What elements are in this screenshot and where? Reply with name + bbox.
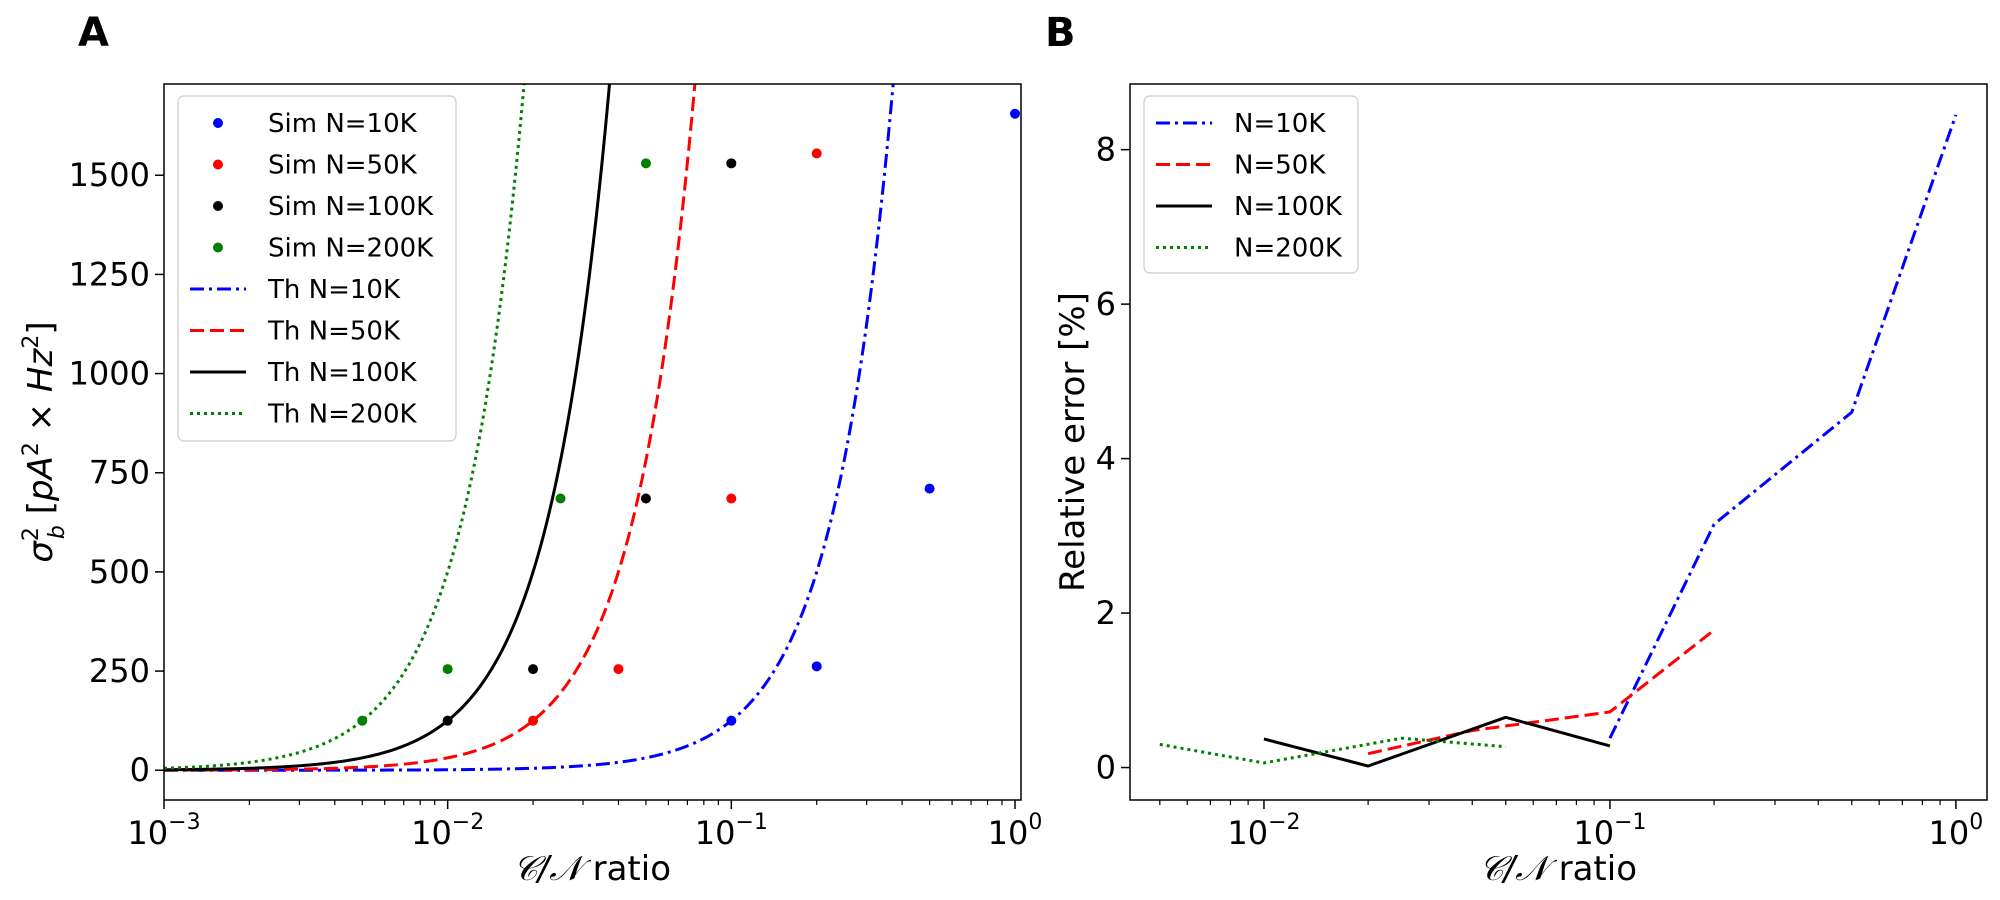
panel-a-x-tick-label: 10−3 [127, 810, 200, 852]
panel-b-legend-entry-n-50k-label: N=50K [1234, 151, 1326, 181]
panel-b-legend-entry-n-200k: N=200K [1156, 234, 1343, 264]
panel-a-legend-box [177, 95, 457, 442]
panel-b-legend-entry-n-100k: N=100K [1156, 192, 1343, 222]
panel-b-y-tick-label: 0 [1096, 749, 1116, 787]
panel-a-y-tick-label: 250 [89, 652, 150, 690]
panel-a-series-sim-n-200k-point [640, 158, 651, 169]
panel-a-legend: Sim N=10K Sim N=50K Sim N=100K Sim N=200K Th… [177, 95, 457, 442]
panel-b-plot-area [1159, 114, 1958, 768]
panel-b-x-tick-label: 100 [1929, 810, 1984, 852]
panel-b-y-tick-label: 8 [1096, 131, 1116, 169]
panel-b-legend-entry-n-10k-label: N=10K [1234, 109, 1326, 139]
panel-a-legend-entry-sim-n-10k-marker [213, 118, 223, 128]
panel-a-series-sim-n-100k-point [640, 493, 651, 504]
panel-a-legend-entry-sim-n-200k: Sim N=200K [213, 234, 434, 264]
panel-a-legend-entry-sim-n-10k-label: Sim N=10K [268, 109, 418, 139]
panel-a-y-tick-label: 1000 [69, 355, 150, 393]
panel-a-series-th-n-50k-line [164, 84, 697, 772]
panel-a-y-tick-label: 750 [89, 454, 150, 492]
panel-a-legend-entry-sim-n-200k-marker [213, 242, 223, 253]
panel-a-legend-entry-th-n-200k: Th N=200K [190, 400, 417, 430]
panel-a-legend-entry-sim-n-100k-label: Sim N=100K [268, 192, 434, 222]
panel-a-series-sim-n-200k-point [442, 664, 453, 675]
panel-a-x-axis-label: 𝒞/𝒩 ratio [513, 849, 671, 889]
panel-a-legend-entry-th-n-200k-label: Th N=200K [267, 400, 417, 430]
panel-a-legend-entry-sim-n-50k-marker [213, 159, 223, 170]
panel-b-legend-entry-n-10k: N=10K [1156, 109, 1326, 139]
panel-a-series-sim-n-50k-point [528, 715, 539, 726]
panel-letter-a: A [78, 10, 109, 56]
panel-b-legend-entry-n-200k-label: N=200K [1234, 234, 1343, 264]
panel-a-legend-entry-sim-n-50k: Sim N=50K [213, 151, 418, 181]
panel-a-y-axis-label: σ2b [pA2 × Hz2] [19, 321, 70, 562]
panel-a-series-sim-n-100k-point [442, 715, 453, 726]
panel-a-chart: 10−3 10−2 10−1 1000250500750100012501500Sim… [19, 83, 1043, 889]
panel-a-legend-entry-th-n-10k: Th N=10K [190, 275, 401, 305]
panel-a-legend-entry-th-n-10k-label: Th N=10K [267, 275, 401, 305]
panel-a-legend-entry-th-n-100k: Th N=100K [190, 358, 417, 388]
panel-a-y-tick-label: 1500 [69, 156, 150, 194]
panel-a-x-tick-label: 10−2 [411, 810, 484, 852]
panel-a-legend-entry-sim-n-10k: Sim N=10K [213, 109, 418, 139]
panel-a-x-tick-label: 100 [988, 810, 1043, 852]
panel-a-series-sim-n-100k-point [528, 664, 539, 675]
panel-a-legend-entry-sim-n-200k-label: Sim N=200K [268, 234, 434, 264]
panel-a-legend-entry-th-n-50k: Th N=50K [190, 317, 401, 347]
panel-a-axes-frame [163, 83, 1022, 801]
panel-b-legend: N=10K N=50K N=100K N=200K [1143, 95, 1359, 274]
panel-a-series-sim-n-100k-point [726, 158, 737, 169]
panel-a-series-sim-n-200k-point [555, 493, 566, 504]
panel-a-series-sim-n-10k-point [811, 661, 822, 672]
panel-a-series-sim-n-10k-point [1009, 108, 1020, 119]
panel-b-chart: 10−2 10−1 100 0 2 4 6 8 N=10K N=50K N=100K N=200K 𝒞/… [1053, 83, 1988, 889]
panel-a-legend-entry-th-n-50k-label: Th N=50K [267, 317, 401, 347]
panel-b-series-n-200k-line [1159, 736, 1506, 765]
panel-a-legend-entry-sim-n-100k-marker [213, 201, 223, 211]
panel-b-y-tick-label: 4 [1096, 440, 1116, 478]
panel-a-x-tick-label: 10−1 [695, 810, 768, 852]
panel-b-legend-entry-n-50k: N=50K [1156, 151, 1326, 181]
panel-a-legend-entry-sim-n-50k-label: Sim N=50K [268, 151, 418, 181]
panel-a-series-sim-n-10k-point [924, 483, 935, 494]
panel-b-legend-box [1143, 95, 1359, 274]
panel-a-series-sim-n-50k-point [613, 664, 624, 675]
panel-b-y-tick-label: 2 [1096, 594, 1116, 632]
panel-a-series-sim-n-50k-point [726, 493, 737, 504]
panel-b-y-axis-label: Relative error [%] [1053, 292, 1093, 592]
panel-a-legend-entry-th-n-100k-label: Th N=100K [267, 358, 417, 388]
panel-b-y-tick-label: 6 [1096, 285, 1116, 323]
panel-a-y-tick-label: 1250 [69, 255, 150, 293]
panel-b-x-axis-label: 𝒞/𝒩 ratio [1479, 849, 1637, 889]
panel-a-series-th-n-200k-line [164, 84, 526, 770]
panel-b-axes-frame [1129, 83, 1988, 801]
panel-b-series-n-50k-line [1367, 628, 1716, 756]
panel-b-x-tick-label: 10−1 [1573, 810, 1646, 852]
panel-letter-b: B [1045, 10, 1076, 56]
panel-a-series-sim-n-10k-point [726, 715, 737, 726]
panel-b-legend-entry-n-100k-label: N=100K [1234, 192, 1343, 222]
panel-b-x-tick-label: 10−2 [1227, 810, 1300, 852]
panel-a-legend-entry-sim-n-100k: Sim N=100K [213, 192, 434, 222]
panel-a-series-sim-n-200k-point [357, 715, 368, 726]
panel-b-series-n-10k-line [1608, 114, 1958, 739]
panel-a-y-tick-label: 0 [130, 751, 150, 789]
panel-a-series-sim-n-50k-point [811, 148, 822, 159]
panel-a-y-tick-label: 500 [89, 553, 150, 591]
